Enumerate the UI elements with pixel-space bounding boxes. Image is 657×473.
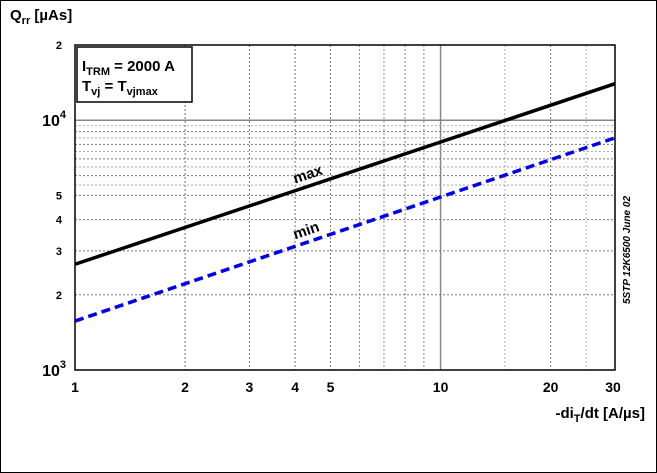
condition-box bbox=[76, 46, 193, 103]
x-tick-label: 3 bbox=[246, 379, 254, 395]
y-axis-label: Qrr [µAs] bbox=[10, 7, 72, 27]
series-line-min bbox=[74, 136, 616, 323]
y-tick-label: 5 bbox=[56, 190, 62, 202]
condition-current: ITRM = 2000 A bbox=[82, 58, 175, 78]
x-tick-label: 2 bbox=[181, 379, 189, 395]
series-line-max bbox=[74, 82, 616, 266]
y-tick-label: 3 bbox=[56, 246, 62, 258]
x-tick-label: 5 bbox=[327, 379, 335, 395]
grid-layer bbox=[75, 45, 615, 370]
y-tick-label: 2 bbox=[56, 40, 62, 52]
y-tick-label: 103 bbox=[42, 359, 66, 380]
plot-area-border bbox=[74, 44, 616, 371]
x-tick-label: 1 bbox=[71, 379, 79, 395]
y-tick-label: 2 bbox=[56, 290, 62, 302]
y-tick-label: 104 bbox=[42, 109, 67, 130]
x-tick-label: 20 bbox=[543, 379, 559, 395]
x-tick-label: 10 bbox=[433, 379, 449, 395]
condition-temperature: Tvj = Tvjmax bbox=[82, 78, 159, 98]
x-axis-label: -diT/dt [A/µs] bbox=[555, 405, 645, 425]
x-tick-label: 4 bbox=[291, 379, 299, 395]
x-tick-label: 30 bbox=[605, 379, 621, 395]
tick-labels: 1 2 3 4 5 10 20 30 103 2 3 4 5 104 2 bbox=[42, 40, 621, 395]
document-reference: 5STP 12K6500 June 02 bbox=[622, 196, 633, 304]
y-tick-label: 4 bbox=[56, 215, 63, 227]
